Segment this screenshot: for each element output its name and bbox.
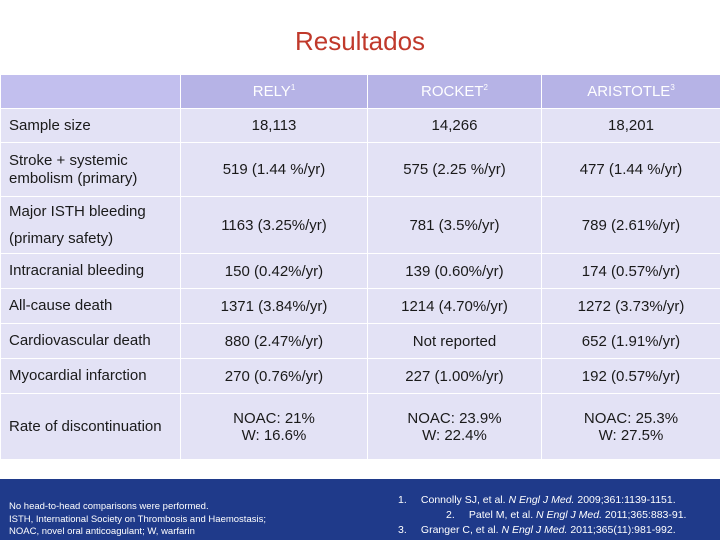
table-row: Intracranial bleeding 150 (0.42%/yr) 139 (… [0,253,720,289]
row-label: Sample size [0,108,181,143]
results-table-container: RELY1 ROCKET2 ARISTOTLE3 Sample size 18,1… [0,74,720,460]
reference-journal: N Engl J Med. [536,509,602,521]
row-label: Myocardial infarction [0,358,181,394]
table-cell: 575 (2.25 %/yr) [367,142,542,197]
table-cell: 139 (0.60%/yr) [367,253,542,289]
table-row: Major ISTH bleeding (primary safety) 1163 … [0,196,720,254]
row-label-line: Cardiovascular death [9,332,151,349]
table-cell: 14,266 [367,108,542,143]
table-cell: 1272 (3.73%/yr) [541,288,720,324]
reference-rest: 2011;365:883-91. [604,509,687,521]
reference-authors: Connolly SJ, et al. [420,494,506,506]
footer-bar: No head-to-head comparisons were perform… [0,479,720,540]
table-cell: NOAC: 21% W: 16.6% [180,393,368,460]
table-cell: 150 (0.42%/yr) [180,253,368,289]
table-cell: 18,113 [180,108,368,143]
row-label-line: All-cause death [9,297,113,314]
reference-num: 1. [398,494,407,506]
table-cell: 781 (3.5%/yr) [367,196,542,254]
row-label-line: Intracranial bleeding [9,262,145,279]
table-cell: 1214 (4.70%/yr) [367,288,542,324]
reference-authors: Granger C, et al. [420,524,499,536]
row-label-line: Sample size [9,116,91,134]
row-label-line: Major ISTH bleeding [9,202,146,220]
table-cell: 227 (1.00%/yr) [367,358,542,394]
reference-item: 1. Connolly SJ, et al. N Engl J Med. 200… [398,493,720,508]
table-cell: 1371 (3.84%/yr) [180,288,368,324]
table-row: Sample size 18,113 14,266 18,201 [0,108,720,143]
reference-authors: Patel M, et al. [468,509,534,521]
table-row: Cardiovascular death 880 (2.47%/yr) Not re… [0,323,720,359]
table-cell: NOAC: 25.3% W: 27.5% [541,393,720,460]
reference-list: 1. Connolly SJ, et al. N Engl J Med. 200… [398,493,720,538]
reference-item: 2. Patel M, et al. N Engl J Med. 2011;36… [398,508,720,523]
row-label: All-cause death [0,288,181,324]
table-cell: 477 (1.44 %/yr) [541,142,720,197]
row-label-line: (primary safety) [9,229,114,247]
reference-num: 3. [398,524,407,536]
reference-rest: 2011;365(11):981-992. [570,524,676,536]
table-cell: NOAC: 23.9% W: 22.4% [367,393,542,460]
reference-journal: N Engl J Med. [501,524,568,536]
reference-rest: 2009;361:1139-1151. [577,494,676,506]
row-label: Cardiovascular death [0,323,181,359]
table-cell: 789 (2.61%/yr) [541,196,720,254]
row-label: Major ISTH bleeding (primary safety) [0,196,181,254]
row-label-line: embolism (primary) [9,169,138,187]
footnote: No head-to-head comparisons were perform… [9,501,399,539]
reference-num: 2. [446,509,455,521]
table-row: Stroke + systemic embolism (primary) 519 (… [0,142,720,197]
reference-journal: N Engl J Med. [508,494,575,506]
table-cell: 18,201 [541,108,720,143]
row-label-line: Rate of discontinuation [9,417,162,435]
table-cell: 652 (1.91%/yr) [541,323,720,359]
row-label-line: Stroke + systemic [9,151,128,169]
row-label: Stroke + systemic embolism (primary) [0,142,181,197]
row-label: Intracranial bleeding [0,253,181,289]
table-cell: 880 (2.47%/yr) [180,323,368,359]
table-header-row: RELY1 ROCKET2 ARISTOTLE3 [0,74,720,109]
header-rocket: ROCKET2 [367,74,542,109]
reference-item: 3. Granger C, et al. N Engl J Med. 2011;… [398,523,720,538]
table-cell: 519 (1.44 %/yr) [180,142,368,197]
slide-title: Resultados [294,26,426,56]
table-cell: 270 (0.76%/yr) [180,358,368,394]
table-cell: 1163 (3.25%/yr) [180,196,368,254]
table-row: All-cause death 1371 (3.84%/yr) 1214 (4.70… [0,288,720,324]
table-cell: Not reported [367,323,542,359]
table-row: Rate of discontinuation NOAC: 21% W: 16.6%… [0,393,720,460]
row-label: Rate of discontinuation [0,393,181,460]
results-table: RELY1 ROCKET2 ARISTOTLE3 Sample size 18,1… [0,74,720,460]
footnote-line: No head-to-head comparisons were perform… [9,501,209,512]
table-row: Myocardial infarction 270 (0.76%/yr) 227 (… [0,358,720,394]
table-cell: 192 (0.57%/yr) [541,358,720,394]
header-aristotle: ARISTOTLE3 [541,74,720,109]
header-blank-cell [0,74,181,109]
footnote-line: NOAC, novel oral anticoagulant; W, warfa… [9,526,195,537]
row-label-line: Myocardial infarction [9,367,147,384]
footnote-line: ISTH, International Society on Thrombosi… [9,513,266,525]
table-cell: 174 (0.57%/yr) [541,253,720,289]
header-rely: RELY1 [180,74,368,109]
